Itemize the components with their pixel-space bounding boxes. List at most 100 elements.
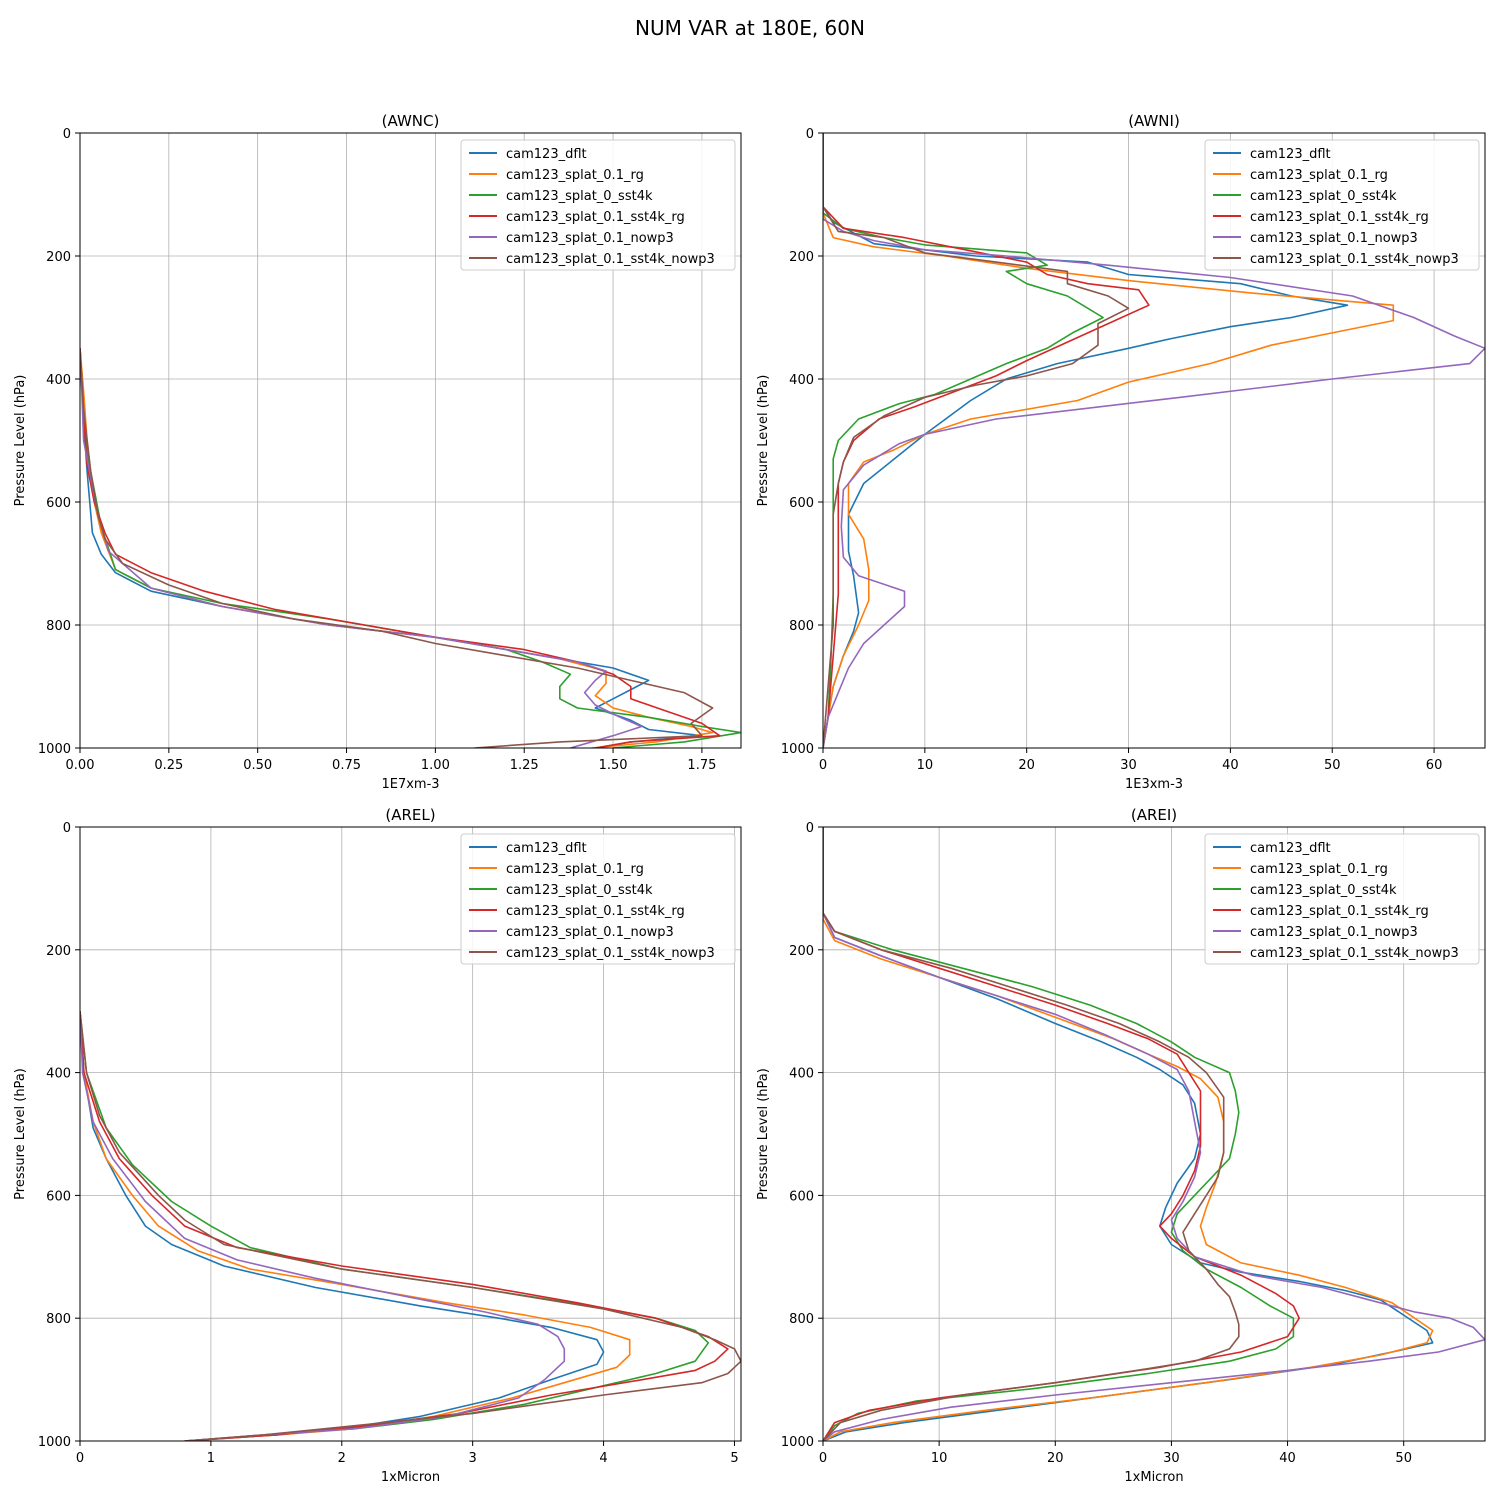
x-tick-label: 1.00 <box>421 758 450 773</box>
series-line-cam123_splat_0_sst4k <box>80 348 741 748</box>
y-tick-label: 400 <box>789 1067 814 1082</box>
series-line-cam123_dflt <box>80 1011 605 1441</box>
x-tick-label: 5 <box>730 1451 738 1466</box>
subplot-title: (AREL) <box>385 806 435 824</box>
series-line-cam123_splat_0.1_nowp3 <box>823 827 1485 1441</box>
x-tick-label: 0 <box>76 1451 84 1466</box>
x-axis-label: 1E7xm-3 <box>381 777 439 792</box>
legend-entry-label: cam123_splat_0_sst4k <box>506 883 653 898</box>
x-tick-label: 40 <box>1279 1451 1296 1466</box>
x-tick-label: 3 <box>469 1451 477 1466</box>
y-tick-label: 400 <box>46 1067 71 1082</box>
x-tick-label: 10 <box>917 758 934 773</box>
legend-box <box>1204 833 1480 965</box>
x-tick-label: 20 <box>1047 1451 1064 1466</box>
series-line-cam123_splat_0.1_sst4k_rg <box>80 348 721 748</box>
legend-entry-label: cam123_splat_0.1_sst4k_rg <box>506 904 685 919</box>
legend-entry-label: cam123_splat_0_sst4k <box>506 189 653 204</box>
x-tick-label: 0 <box>819 758 827 773</box>
x-tick-label: 30 <box>1163 1451 1180 1466</box>
legend-entry-label: cam123_splat_0.1_rg <box>1250 862 1388 877</box>
series-line-cam123_dflt <box>80 348 703 748</box>
x-tick-label: 4 <box>599 1451 607 1466</box>
y-tick-label: 0 <box>63 821 71 836</box>
y-tick-label: 1000 <box>38 1435 71 1450</box>
legend-box <box>1204 139 1480 271</box>
x-tick-label: 40 <box>1222 758 1239 773</box>
series-line-cam123_splat_0.1_nowp3 <box>80 348 643 748</box>
axes-frame <box>79 826 742 1442</box>
x-tick-label: 10 <box>931 1451 948 1466</box>
y-tick-label: 400 <box>46 373 71 388</box>
legend-entry-label: cam123_splat_0.1_rg <box>1250 168 1388 183</box>
legend: cam123_dflt cam123_splat_0.1_rg cam123_spl… <box>1204 139 1480 271</box>
subplot-arel: 0 1 2 3 4 5 0 200 400 600 800 1000 (AREL) 1xMicron Pre… <box>13 806 742 1485</box>
subplot-title: (AREI) <box>1131 806 1177 824</box>
x-tick-label: 50 <box>1395 1451 1412 1466</box>
series-line-cam123_splat_0_sst4k <box>80 1011 710 1441</box>
legend-entry-label: cam123_splat_0.1_nowp3 <box>1250 925 1418 940</box>
y-tick-label: 400 <box>789 373 814 388</box>
y-axis-label: Pressure Level (hPa) <box>756 1068 771 1200</box>
legend-entry-label: cam123_dflt <box>1250 841 1331 856</box>
subplot-awnc: 0.00 0.25 0.50 0.75 1.00 1.25 1.50 1.75 0 200 400 6… <box>13 112 742 792</box>
legend-entry-label: cam123_dflt <box>1250 147 1331 162</box>
y-tick-label: 600 <box>46 496 71 511</box>
legend-entry-label: cam123_splat_0.1_sst4k_rg <box>1250 210 1429 225</box>
legend: cam123_dflt cam123_splat_0.1_rg cam123_spl… <box>460 833 736 965</box>
x-tick-label: 0.25 <box>154 758 183 773</box>
y-tick-label: 200 <box>46 250 71 265</box>
y-tick-label: 0 <box>806 127 814 142</box>
subplot-awni: 0 10 20 30 40 50 6002004006008001000(AWNI)1E3x… <box>756 112 1486 792</box>
x-axis-label: 1xMicron <box>381 1470 440 1485</box>
subplot-title: (AWNI) <box>1128 112 1180 130</box>
x-tick-label: 1 <box>207 1451 215 1466</box>
legend-entry-label: cam123_splat_0.1_sst4k_rg <box>1250 904 1429 919</box>
y-tick-label: 0 <box>63 127 71 142</box>
series-line-cam123_splat_0.1_rg <box>80 348 714 748</box>
y-tick-label: 600 <box>789 1189 814 1204</box>
y-tick-label: 1000 <box>781 1435 814 1450</box>
legend-entry-label: cam123_splat_0.1_sst4k_nowp3 <box>506 252 715 267</box>
axes-frame <box>822 132 1486 749</box>
x-tick-label: 1.25 <box>510 758 539 773</box>
legend-entry-label: cam123_splat_0_sst4k <box>1250 883 1397 898</box>
x-tick-label: 30 <box>1120 758 1137 773</box>
y-tick-label: 800 <box>46 1312 71 1327</box>
legend-entry-label: cam123_splat_0.1_nowp3 <box>506 231 674 246</box>
legend-entry-label: cam123_splat_0.1_rg <box>506 168 644 183</box>
series-line-cam123_splat_0.1_rg <box>823 133 1395 748</box>
y-tick-label: 0 <box>806 821 814 836</box>
legend-entry-label: cam123_splat_0.1_nowp3 <box>506 925 674 940</box>
series-line-cam123_splat_0.1_sst4k_rg <box>823 133 1150 748</box>
x-tick-label: 1.50 <box>599 758 628 773</box>
x-tick-label: 1.75 <box>687 758 716 773</box>
legend: cam123_dflt cam123_splat_0.1_rg cam123_spl… <box>1204 833 1480 965</box>
subplot-title: (AWNC) <box>382 112 440 130</box>
legend-entry-label: cam123_splat_0.1_sst4k_nowp3 <box>1250 946 1459 961</box>
series-line-cam123_splat_0.1_sst4k_nowp3 <box>823 827 1240 1441</box>
y-tick-label: 1000 <box>781 742 814 757</box>
x-tick-label: 20 <box>1018 758 1035 773</box>
legend-box <box>460 833 736 965</box>
legend-entry-label: cam123_splat_0.1_rg <box>506 862 644 877</box>
axes-frame <box>79 132 742 749</box>
figure-title: NUM VAR at 180E, 60N <box>635 16 865 40</box>
x-axis-label: 1xMicron <box>1124 1470 1183 1485</box>
x-tick-label: 0.75 <box>332 758 361 773</box>
x-tick-label: 60 <box>1426 758 1443 773</box>
y-tick-label: 200 <box>46 944 71 959</box>
y-tick-label: 800 <box>46 619 71 634</box>
x-tick-label: 0 <box>819 1451 827 1466</box>
series-line-cam123_splat_0.1_nowp3 <box>823 133 1485 748</box>
y-tick-label: 200 <box>789 250 814 265</box>
x-tick-label: 0.00 <box>66 758 95 773</box>
y-tick-label: 600 <box>46 1189 71 1204</box>
series-line-cam123_splat_0.1_rg <box>80 1011 631 1441</box>
legend-entry-label: cam123_splat_0.1_sst4k_nowp3 <box>506 946 715 961</box>
legend: cam123_dflt cam123_splat_0.1_rg cam123_spl… <box>460 139 736 271</box>
subplot-arei: 0 10 20 30 40 50 0 200 400 600 800 1000 (AREI) 1xMicr… <box>756 806 1486 1485</box>
series-line-cam123_splat_0_sst4k <box>823 133 1104 748</box>
x-tick-label: 0.50 <box>243 758 272 773</box>
legend-entry-label: cam123_dflt <box>506 147 587 162</box>
